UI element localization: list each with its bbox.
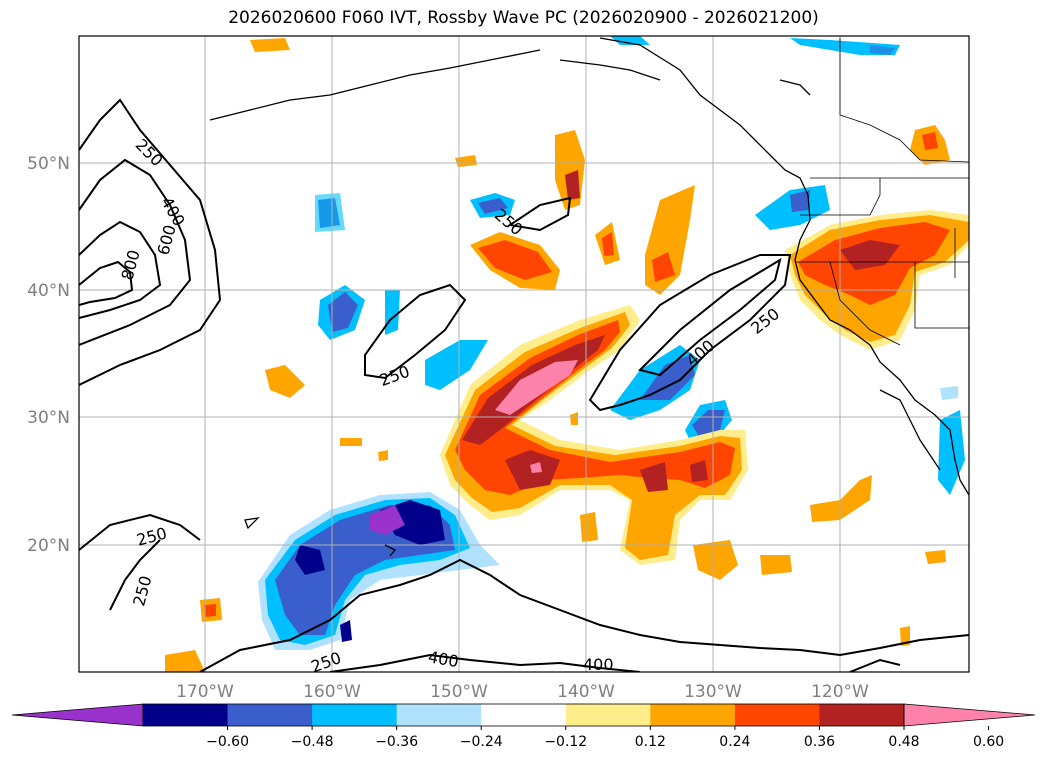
colorbar-outline [142,703,905,727]
colorbar-segment [565,704,651,726]
colorbar-tick-label: 0.48 [888,734,919,750]
lat-label-40: 40°N [27,281,70,301]
contour-label: 250 [132,135,167,170]
colorbar-extend-low [11,703,144,727]
map-title: 2026020600 F060 IVT, Rossby Wave PC (202… [228,8,819,28]
map-area: 250 400 600 800 250 250 250 400 250 250 … [79,36,969,674]
coastlines [209,37,969,557]
colorbar-tick-label: 0.24 [719,734,750,750]
lon-label-120w: 120°W [811,682,869,702]
colorbar-segment [734,704,820,726]
colorbar-segment [819,704,905,726]
contour-label: 400 [583,655,614,674]
colorbar-segment [481,704,567,726]
contour-label: 250 [747,304,783,338]
longitude-labels: 170°W 160°W 150°W 140°W 130°W 120°W [176,682,869,702]
colorbar-segment [396,704,482,726]
colorbar-tick-label: −0.24 [460,734,503,750]
contour-label: 800 [118,248,144,282]
colorbar-tick-label: 0.36 [804,734,835,750]
colorbar-tick-label: 0.12 [635,734,666,750]
contour-label: 250 [377,362,412,390]
lon-label-160w: 160°W [303,682,361,702]
lon-label-130w: 130°W [684,682,742,702]
latitude-labels: 50°N 40°N 30°N 20°N [27,154,70,556]
lon-label-170w: 170°W [176,682,234,702]
colorbar-segment [312,704,398,726]
contour-label: 250 [134,524,168,550]
lon-label-140w: 140°W [557,682,615,702]
graticule [79,36,969,672]
lat-label-20: 20°N [27,536,70,556]
colorbar-segment [143,704,229,726]
contour-label: 250 [129,574,155,608]
colorbar-tick-label: −0.48 [291,734,334,750]
colorbar-extend-high [903,703,1036,727]
lat-label-50: 50°N [27,154,70,174]
lon-label-150w: 150°W [430,682,488,702]
shading-blue-anomalies [258,36,965,650]
shading-positive-anomalies [165,38,969,672]
map-border [78,35,970,673]
contour-label: 400 [427,647,460,671]
colorbar-tick-label: −0.36 [375,734,418,750]
state-borders [795,38,969,346]
lat-label-30: 30°N [27,408,70,428]
colorbar-tick-label: −0.60 [206,734,249,750]
contour-label: 600 [154,223,180,257]
ivt-contours [79,98,969,672]
colorbar-tick-label: −0.12 [544,734,587,750]
colorbar-segment [227,704,313,726]
colorbar: −0.60 −0.48 −0.36 −0.24 −0.12 0.12 0.24 0.36 0.4… [11,703,1036,750]
colorbar-segment [650,704,736,726]
colorbar-tick-label: 0.60 [973,734,1004,750]
